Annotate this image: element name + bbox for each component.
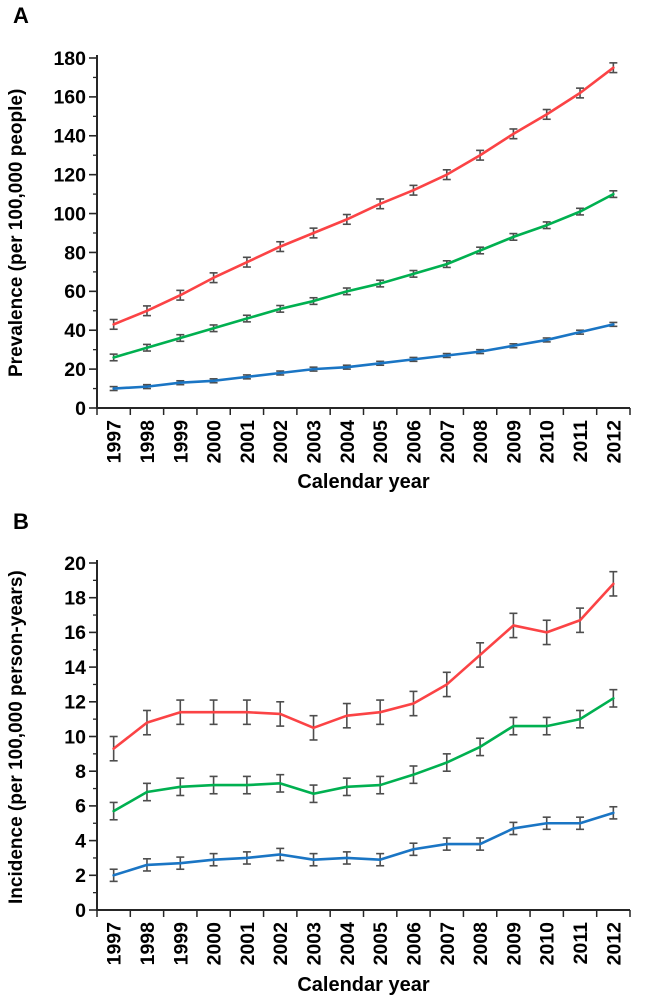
- x-tick-label-year: 2000: [204, 922, 226, 966]
- y-tick-label: 140: [53, 126, 86, 148]
- x-tick-year-labels: 1997 1998 1999 2000 2001 2002 2003 2004 2005 2006…: [104, 420, 626, 464]
- y-major-ticks: 0 20 40 60 80 100 120 140 160 180: [53, 48, 97, 420]
- x-tick-label-year: 2007: [437, 922, 459, 965]
- x-tick-label-year: 1998: [137, 922, 159, 966]
- y-major-ticks: 0 2 4 6 8 10 12 14 16 18 20: [64, 553, 97, 922]
- x-tick-label-year: 2001: [237, 420, 259, 464]
- panel-a-letter: A: [13, 3, 29, 28]
- x-tick-label-year: 2004: [337, 420, 359, 464]
- panel-A-chart: 0 20 40 60 80 100 120 140 160 180 1997 1998 1999 2000…: [53, 48, 631, 464]
- x-tick-label-year: 2009: [503, 922, 525, 966]
- x-tick-label-year: 2010: [537, 922, 559, 966]
- x-tick-label-year: 2002: [270, 420, 292, 464]
- x-tick-year-labels: 1997 1998 1999 2000 2001 2002 2003 2004 2005 2006…: [104, 922, 626, 966]
- x-tick-label-year: 1997: [104, 420, 126, 463]
- y-tick-label: 10: [64, 726, 86, 748]
- green-middle-series-line: [112, 192, 615, 359]
- x-tick-label-year: 2000: [204, 420, 226, 464]
- x-tick-label-year: 2002: [270, 922, 292, 966]
- blue-bottom-series-error-bars: [109, 321, 618, 392]
- panel-B-chart: 0 2 4 6 8 10 12 14 16 18 20 1997 1998 1999 2000 2001 200…: [64, 553, 631, 966]
- y-tick-label: 40: [64, 320, 86, 342]
- y-tick-label: 8: [75, 761, 86, 783]
- blue-bottom-series-line: [112, 323, 615, 390]
- x-tick-label-year: 2004: [337, 922, 359, 966]
- y-tick-label: 160: [53, 87, 86, 109]
- y-tick-label: 12: [64, 692, 86, 714]
- y-tick-label: 180: [53, 48, 86, 70]
- y-tick-label: 20: [64, 359, 86, 381]
- x-tick-label-year: 2003: [304, 420, 326, 464]
- calendar-year-x-axis-title-b: Calendar year: [297, 974, 430, 996]
- y-tick-label: 4: [75, 830, 86, 852]
- y-tick-label: 100: [53, 203, 86, 225]
- y-tick-label: 18: [64, 588, 86, 610]
- x-tick-label-year: 1997: [104, 922, 126, 965]
- x-tick-label-year: 1999: [170, 420, 192, 464]
- x-tick-label-year: 2005: [370, 922, 392, 966]
- calendar-year-x-axis-title-a: Calendar year: [297, 471, 430, 493]
- y-tick-label: 60: [64, 281, 86, 303]
- green-middle-series-line: [112, 697, 615, 813]
- y-tick-label: 0: [75, 900, 86, 922]
- x-ticks: [96, 910, 631, 917]
- y-tick-label: 6: [75, 796, 86, 818]
- y-tick-label: 0: [75, 398, 86, 420]
- y-tick-label: 2: [75, 865, 86, 887]
- y-tick-label: 14: [64, 657, 86, 679]
- x-tick-label-year: 2008: [470, 922, 492, 966]
- green-middle-series-error-bars: [109, 688, 618, 821]
- panel-b-letter: B: [13, 509, 29, 534]
- y-tick-label: 120: [53, 164, 86, 186]
- x-tick-label-year: 2006: [403, 420, 425, 464]
- x-tick-label-year: 2005: [370, 420, 392, 464]
- blue-bottom-series-line: [112, 811, 615, 877]
- x-tick-label-year: 2009: [503, 420, 525, 464]
- red-top-series-error-bars: [109, 62, 618, 331]
- y-tick-label: 80: [64, 242, 86, 264]
- x-tick-label-year: 2003: [304, 922, 326, 966]
- red-top-series-line: [112, 66, 615, 326]
- x-tick-label-year: 2011: [570, 922, 592, 964]
- x-tick-label-year: 2007: [437, 420, 459, 463]
- x-tick-label-year: 2011: [570, 420, 592, 462]
- x-tick-label-year: 2008: [470, 420, 492, 464]
- y-tick-label: 20: [64, 553, 86, 575]
- y-tick-label: 16: [64, 622, 86, 644]
- red-top-series-line: [112, 582, 615, 750]
- x-tick-label-year: 2012: [603, 420, 625, 464]
- x-tick-label-year: 1999: [170, 922, 192, 966]
- x-tick-label-year: 2010: [537, 420, 559, 464]
- red-top-series-error-bars: [109, 570, 618, 762]
- x-tick-label-year: 1998: [137, 420, 159, 464]
- x-tick-label-year: 2001: [237, 922, 259, 966]
- blue-bottom-series-error-bars: [109, 805, 618, 883]
- x-tick-label-year: 2006: [403, 922, 425, 966]
- x-ticks: [96, 408, 631, 415]
- x-tick-label-year: 2012: [603, 922, 625, 966]
